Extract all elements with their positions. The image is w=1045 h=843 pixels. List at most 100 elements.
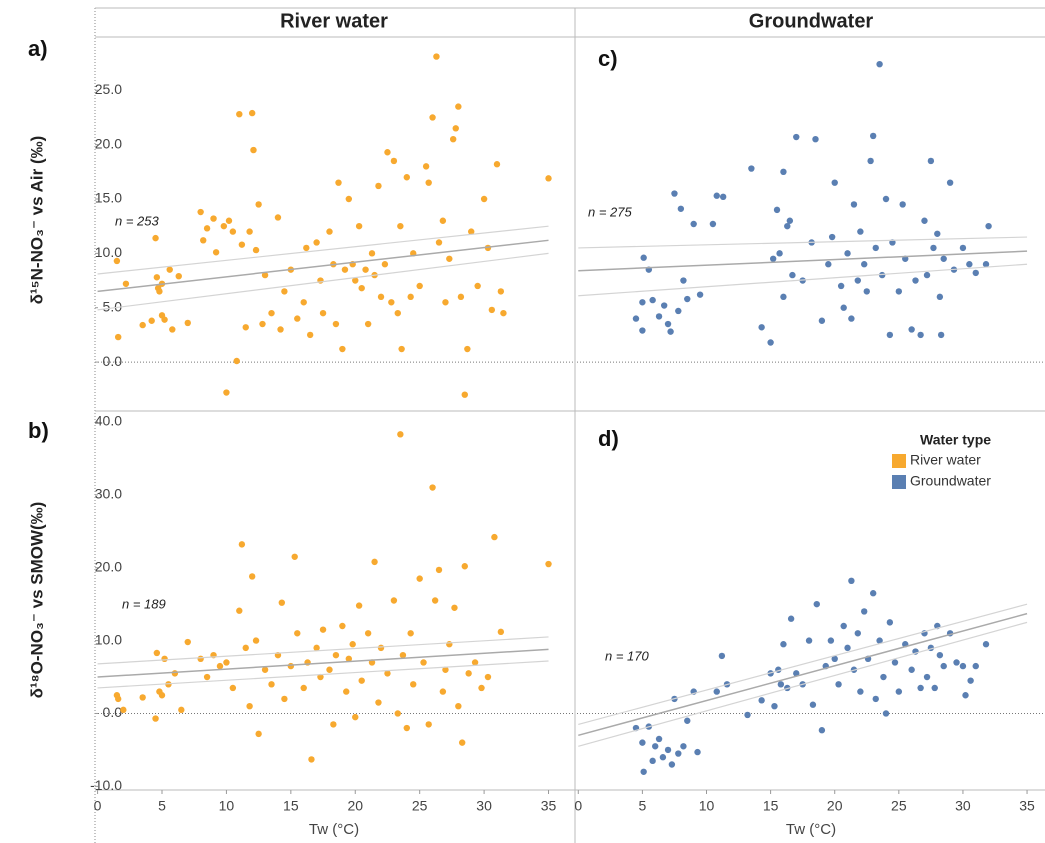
- point: [639, 739, 646, 746]
- point: [639, 299, 646, 306]
- point: [769, 255, 777, 262]
- point: [632, 315, 640, 322]
- panel-label: d): [598, 426, 619, 451]
- legend-label: River water: [910, 452, 981, 468]
- point: [355, 602, 363, 609]
- point: [308, 756, 315, 763]
- point: [238, 541, 246, 548]
- point: [388, 299, 395, 306]
- point: [394, 309, 401, 317]
- y-tick-label: 30.0: [95, 486, 122, 502]
- point: [867, 157, 874, 165]
- x-axis-title: Tw (°C): [786, 821, 836, 838]
- x-axis-title: Tw (°C): [309, 821, 359, 838]
- point: [306, 331, 314, 339]
- y-tick-label: 20.0: [95, 558, 122, 574]
- point: [718, 652, 726, 660]
- point: [439, 217, 447, 224]
- point: [912, 277, 919, 284]
- point: [225, 217, 233, 224]
- point: [152, 234, 159, 242]
- point: [203, 673, 211, 681]
- y-tick-label: 10.0: [95, 631, 122, 647]
- ci-line: [97, 252, 549, 311]
- x-tick-label: 35: [541, 798, 557, 814]
- panel-label: c): [598, 46, 618, 71]
- point: [113, 257, 121, 265]
- point: [449, 135, 457, 143]
- point: [953, 659, 960, 666]
- point: [433, 53, 440, 60]
- point: [236, 607, 243, 614]
- point: [835, 681, 842, 688]
- panel-label: a): [28, 36, 48, 61]
- legend-title: Water type: [920, 432, 991, 448]
- point: [390, 157, 398, 165]
- point: [345, 655, 353, 663]
- y-tick-label: 10.0: [95, 244, 122, 260]
- point: [139, 321, 146, 329]
- point: [684, 295, 691, 303]
- point: [959, 244, 967, 252]
- point: [882, 710, 890, 717]
- point: [229, 228, 237, 235]
- point: [278, 599, 286, 606]
- point: [872, 244, 879, 252]
- point: [787, 615, 795, 622]
- column-title: Groundwater: [749, 10, 874, 32]
- point: [876, 60, 883, 68]
- point: [403, 174, 410, 181]
- point: [184, 319, 191, 327]
- point: [358, 284, 365, 292]
- point: [114, 333, 122, 341]
- point: [667, 328, 674, 335]
- point: [397, 431, 404, 438]
- point: [377, 293, 385, 301]
- point: [664, 746, 672, 754]
- point: [364, 630, 372, 637]
- point: [435, 239, 443, 246]
- point: [940, 255, 947, 262]
- point: [880, 673, 887, 681]
- point: [403, 724, 410, 732]
- point: [255, 730, 262, 738]
- y-axis-title: δ¹⁸O-NO₃⁻ vs SMOW(‰): [27, 502, 46, 699]
- point: [936, 293, 944, 301]
- point: [857, 228, 864, 235]
- point: [660, 302, 668, 309]
- point: [545, 560, 552, 568]
- point: [857, 688, 864, 695]
- point: [934, 230, 941, 237]
- point: [120, 706, 127, 714]
- point: [223, 389, 230, 396]
- point: [696, 291, 704, 298]
- point: [349, 641, 356, 648]
- x-tick-label: 0: [94, 798, 102, 814]
- point: [341, 266, 349, 273]
- point: [281, 695, 288, 703]
- point: [946, 179, 954, 186]
- point: [294, 630, 301, 637]
- sample-size: n = 253: [115, 213, 160, 228]
- point: [923, 673, 931, 681]
- point: [713, 688, 720, 695]
- point: [250, 146, 257, 154]
- point: [246, 228, 253, 235]
- point: [748, 165, 755, 172]
- point: [261, 271, 269, 279]
- point: [300, 684, 307, 692]
- point: [169, 326, 176, 333]
- point: [789, 271, 796, 279]
- point: [377, 644, 385, 652]
- point: [158, 692, 166, 699]
- panel-label: b): [28, 418, 49, 443]
- sample-size: n = 189: [122, 596, 166, 611]
- point: [425, 721, 432, 728]
- point: [474, 282, 481, 290]
- point: [818, 317, 826, 324]
- point: [497, 288, 505, 295]
- point: [242, 644, 249, 652]
- point: [148, 317, 155, 324]
- point: [220, 222, 228, 230]
- y-tick-label: 5.0: [103, 298, 123, 314]
